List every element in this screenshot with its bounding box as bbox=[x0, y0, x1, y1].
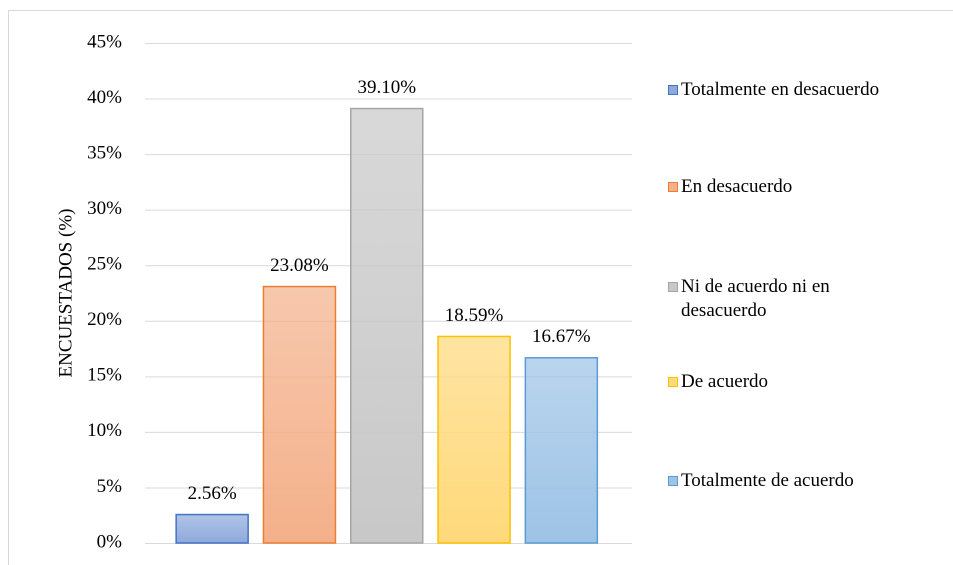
y-tick-label: 45% bbox=[87, 31, 122, 52]
y-tick-label: 0% bbox=[97, 531, 123, 552]
y-tick-label: 40% bbox=[87, 87, 122, 108]
data-label: 18.59% bbox=[445, 305, 504, 326]
legend-label: Ni de acuerdo ni en desacuerdo bbox=[681, 276, 830, 321]
legend-swatch bbox=[668, 377, 678, 387]
y-tick-label: 10% bbox=[87, 420, 122, 441]
y-axis-title: ENCUESTADOS (%) bbox=[55, 209, 76, 378]
bar bbox=[175, 513, 249, 544]
y-tick-label: 15% bbox=[87, 365, 122, 386]
data-label: 23.08% bbox=[270, 255, 329, 276]
chart-border bbox=[8, 10, 953, 565]
y-tick-label: 30% bbox=[87, 198, 122, 219]
data-label: 2.56% bbox=[188, 483, 237, 504]
legend-swatch bbox=[668, 476, 678, 486]
y-tick-label: 25% bbox=[87, 254, 122, 275]
y-tick-label: 35% bbox=[87, 142, 122, 163]
legend-item: Totalmente de acuerdo bbox=[668, 469, 918, 493]
legend-label: De acuerdo bbox=[681, 371, 769, 392]
legend-item: Ni de acuerdo ni en desacuerdo bbox=[668, 275, 918, 323]
legend-item: En desacuerdo bbox=[668, 175, 918, 199]
legend: Totalmente en desacuerdo En desacuerdo Ni … bbox=[668, 0, 953, 565]
bar bbox=[262, 285, 337, 544]
bar bbox=[524, 357, 599, 544]
legend-swatch bbox=[668, 282, 678, 292]
data-label: 16.67% bbox=[532, 326, 591, 347]
legend-swatch bbox=[668, 182, 678, 192]
bar bbox=[350, 107, 424, 544]
legend-swatch bbox=[668, 85, 678, 95]
legend-label: Totalmente en desacuerdo bbox=[681, 79, 880, 100]
legend-item: De acuerdo bbox=[668, 370, 918, 394]
y-tick-label: 5% bbox=[97, 476, 123, 497]
legend-label: Totalmente de acuerdo bbox=[681, 470, 854, 491]
legend-item: Totalmente en desacuerdo bbox=[668, 78, 918, 102]
bar bbox=[437, 335, 511, 544]
data-label: 39.10% bbox=[357, 77, 416, 98]
y-tick-label: 20% bbox=[87, 309, 122, 330]
legend-label: En desacuerdo bbox=[681, 176, 793, 197]
